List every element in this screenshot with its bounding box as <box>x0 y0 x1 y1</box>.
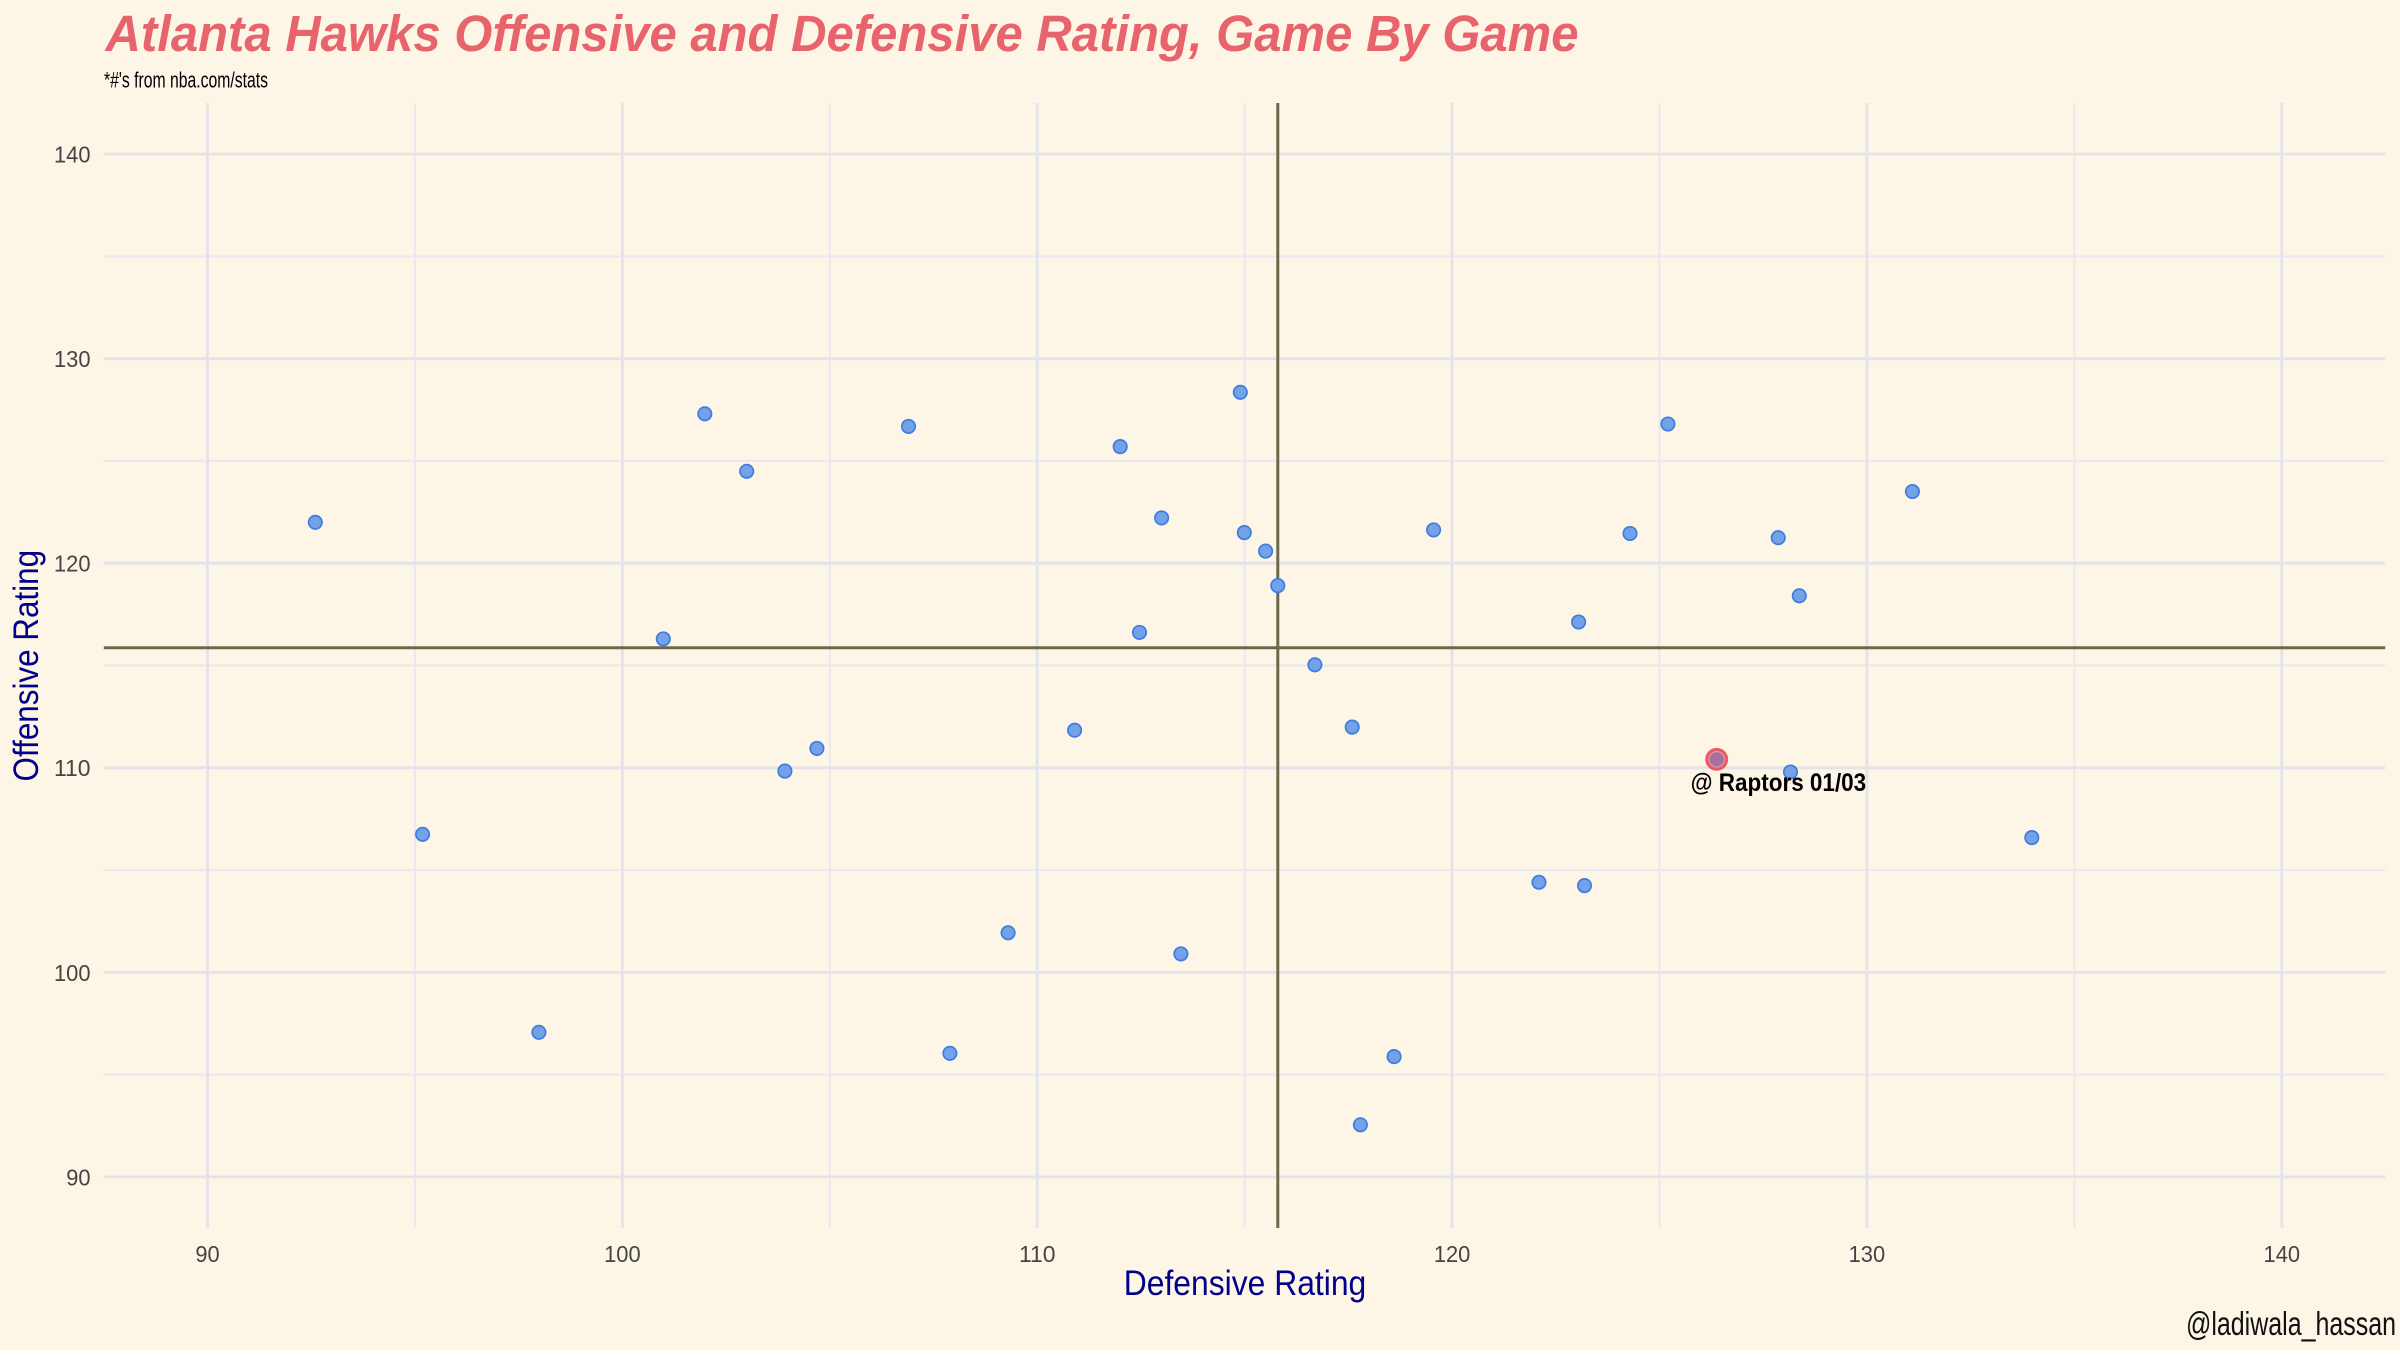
svg-text:Offensive Rating: Offensive Rating <box>7 550 46 782</box>
svg-text:Defensive Rating: Defensive Rating <box>1124 1264 1367 1303</box>
svg-text:Atlanta Hawks Offensive and De: Atlanta Hawks Offensive and Defensive Ra… <box>104 5 1579 62</box>
svg-text:@ladiwala_hassan: @ladiwala_hassan <box>2186 1305 2396 1342</box>
svg-text:90: 90 <box>195 1241 219 1267</box>
svg-text:*#'s from nba.com/stats: *#'s from nba.com/stats <box>104 68 268 93</box>
svg-text:130: 130 <box>1849 1241 1886 1267</box>
svg-text:110: 110 <box>54 755 91 781</box>
svg-text:120: 120 <box>1434 1241 1471 1267</box>
svg-text:120: 120 <box>54 551 91 577</box>
svg-text:140: 140 <box>54 142 91 168</box>
svg-text:90: 90 <box>66 1164 90 1190</box>
svg-text:@ Raptors 01/03: @ Raptors 01/03 <box>1691 769 1867 797</box>
svg-text:140: 140 <box>2264 1241 2301 1267</box>
svg-text:100: 100 <box>54 960 91 986</box>
svg-text:100: 100 <box>604 1241 641 1267</box>
svg-text:110: 110 <box>1019 1241 1056 1267</box>
svg-text:130: 130 <box>54 346 91 372</box>
